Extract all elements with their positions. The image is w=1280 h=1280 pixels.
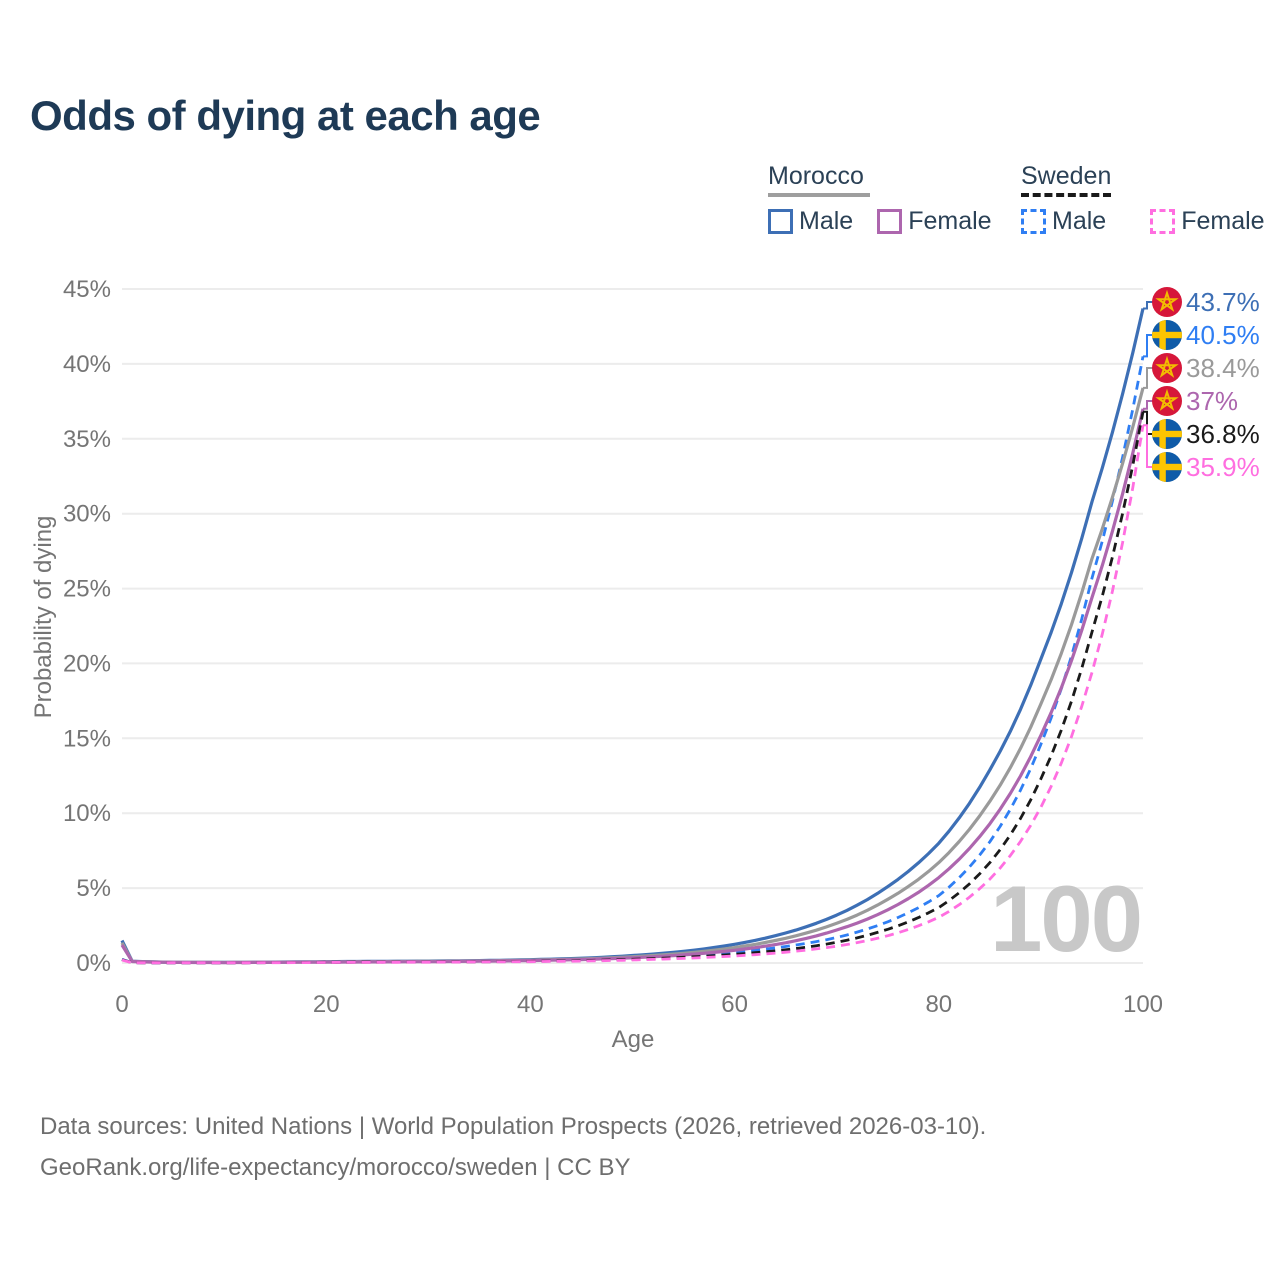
legend-group-morocco: Morocco Male Female xyxy=(768,163,992,236)
x-tick-label: 0 xyxy=(115,991,128,1018)
sweden-flag-icon xyxy=(1152,320,1182,350)
legend-item-sweden-male[interactable]: Male xyxy=(1052,207,1107,235)
sweden-female-line[interactable] xyxy=(121,425,1145,965)
label-connector xyxy=(1143,400,1154,410)
morocco-flag-icon xyxy=(1152,287,1182,317)
x-tick-label: 80 xyxy=(925,991,952,1018)
end-label-value: 38.4% xyxy=(1186,353,1260,383)
legend-item-morocco-male[interactable]: Male xyxy=(799,207,854,235)
sweden-male-swatch[interactable] xyxy=(1021,209,1046,234)
legend-group-sweden: Sweden Male Female xyxy=(1021,163,1265,236)
label-connector xyxy=(1143,410,1154,435)
y-tick-label: 5% xyxy=(76,875,111,902)
y-tick-label: 10% xyxy=(63,800,111,827)
legend-row-morocco: Male Female xyxy=(768,207,992,236)
label-connector xyxy=(1143,367,1154,389)
y-tick-label: 15% xyxy=(63,725,111,752)
legend-underline-sweden xyxy=(1021,193,1111,197)
footer-line-2: GeoRank.org/life-expectancy/morocco/swed… xyxy=(40,1154,631,1181)
label-connector xyxy=(1143,424,1154,468)
x-tick-label: 60 xyxy=(721,991,748,1018)
y-tick-label: 0% xyxy=(76,950,111,977)
x-tick-label: 20 xyxy=(313,991,340,1018)
sweden-flag-icon xyxy=(1152,452,1182,482)
morocco-male-swatch[interactable] xyxy=(768,209,793,234)
legend-item-sweden-female[interactable]: Female xyxy=(1181,207,1265,235)
morocco-flag-icon xyxy=(1152,386,1182,416)
age-watermark: 100 xyxy=(990,866,1143,971)
sweden-flag-icon xyxy=(1152,419,1182,449)
end-label-value: 40.5% xyxy=(1186,320,1260,350)
footer: Data sources: United Nations | World Pop… xyxy=(40,1106,986,1188)
legend-underline-morocco xyxy=(768,193,870,197)
y-tick-label: 45% xyxy=(63,276,111,303)
end-label-value: 37% xyxy=(1186,386,1238,416)
footer-line-1: Data sources: United Nations | World Pop… xyxy=(40,1113,987,1140)
legend-heading-sweden: Sweden xyxy=(1021,162,1112,190)
y-axis-title: Probability of dying xyxy=(30,515,57,719)
legend-row-sweden: Male Female xyxy=(1021,207,1265,236)
y-tick-label: 25% xyxy=(63,576,111,603)
end-label-value: 43.7% xyxy=(1186,287,1260,317)
x-tick-label: 40 xyxy=(517,991,544,1018)
label-connector xyxy=(1143,334,1154,358)
x-axis-title: Age xyxy=(611,1026,655,1053)
y-tick-label: 30% xyxy=(63,501,111,528)
sweden-female-swatch[interactable] xyxy=(1150,209,1176,234)
x-tick-label: 100 xyxy=(1123,991,1163,1018)
y-tick-label: 20% xyxy=(63,650,111,677)
y-tick-label: 35% xyxy=(63,426,111,453)
morocco-flag-icon xyxy=(1152,353,1182,383)
legend-item-morocco-female[interactable]: Female xyxy=(908,207,992,235)
label-connector xyxy=(1143,301,1154,310)
end-label-value: 35.9% xyxy=(1186,452,1260,482)
chart-title: Odds of dying at each age xyxy=(30,92,541,139)
y-tick-label: 40% xyxy=(63,351,111,378)
legend-heading-morocco: Morocco xyxy=(768,162,864,190)
end-label-value: 36.8% xyxy=(1186,419,1260,449)
morocco-female-swatch[interactable] xyxy=(877,209,903,234)
